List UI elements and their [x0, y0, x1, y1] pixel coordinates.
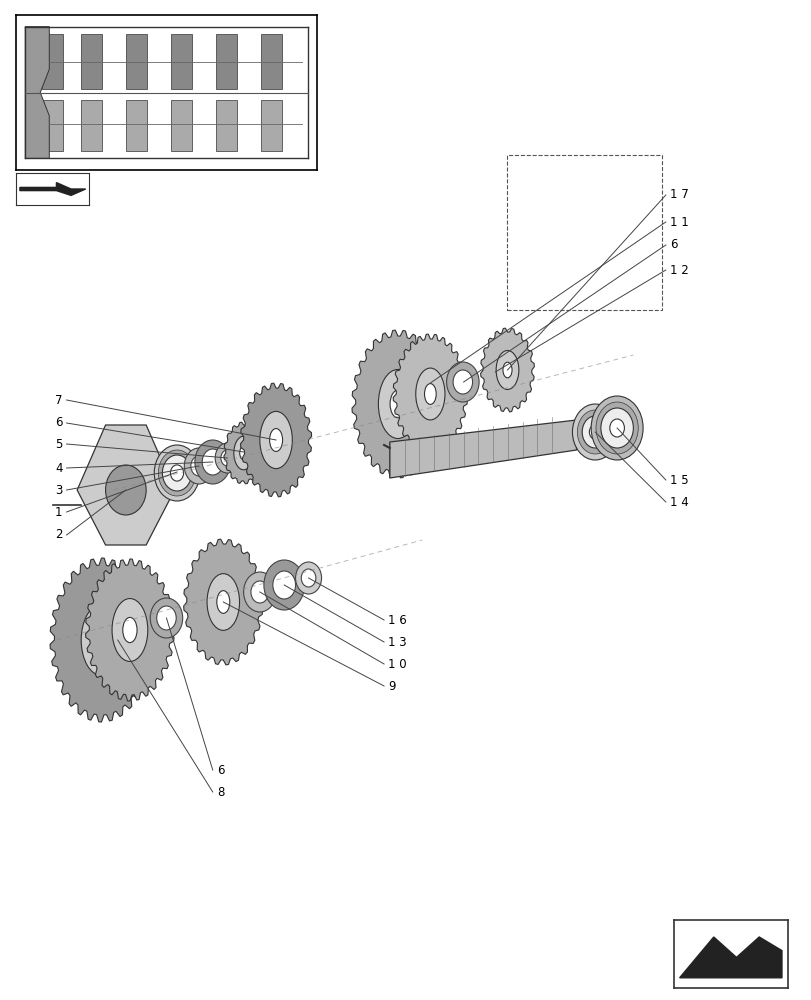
- Polygon shape: [240, 383, 311, 497]
- Bar: [41, 34, 62, 89]
- Circle shape: [157, 606, 176, 630]
- Text: 1 5: 1 5: [669, 474, 688, 487]
- Text: 2: 2: [55, 528, 62, 542]
- Polygon shape: [77, 425, 174, 545]
- Ellipse shape: [424, 384, 436, 404]
- Bar: [261, 100, 281, 151]
- Bar: [261, 34, 281, 89]
- Circle shape: [301, 569, 315, 587]
- Text: 3: 3: [55, 484, 62, 496]
- Text: 1 0: 1 0: [388, 658, 406, 670]
- Circle shape: [609, 419, 624, 437]
- Circle shape: [184, 448, 213, 484]
- Polygon shape: [50, 558, 152, 722]
- Circle shape: [243, 572, 276, 612]
- Ellipse shape: [234, 436, 253, 470]
- Circle shape: [595, 402, 637, 454]
- Text: 4: 4: [55, 462, 62, 475]
- Circle shape: [202, 449, 223, 475]
- Circle shape: [158, 450, 195, 496]
- Text: 8: 8: [217, 786, 224, 798]
- Circle shape: [264, 560, 304, 610]
- Bar: [126, 34, 147, 89]
- Circle shape: [154, 445, 200, 501]
- Polygon shape: [19, 183, 86, 195]
- Circle shape: [577, 410, 612, 454]
- Bar: [171, 100, 191, 151]
- Ellipse shape: [502, 362, 512, 378]
- Polygon shape: [480, 328, 534, 412]
- Bar: [507, 155, 661, 310]
- Bar: [216, 100, 237, 151]
- Ellipse shape: [207, 574, 239, 630]
- Ellipse shape: [239, 446, 247, 460]
- Text: 5: 5: [55, 438, 62, 450]
- Circle shape: [215, 443, 239, 473]
- Text: 1 2: 1 2: [669, 263, 688, 276]
- Text: 6: 6: [669, 238, 676, 251]
- Polygon shape: [352, 330, 443, 478]
- Circle shape: [446, 362, 478, 402]
- Ellipse shape: [217, 591, 230, 613]
- Text: 1 7: 1 7: [669, 188, 688, 202]
- Circle shape: [170, 465, 183, 481]
- Polygon shape: [389, 420, 576, 478]
- Circle shape: [581, 416, 607, 448]
- Circle shape: [191, 456, 207, 476]
- Text: 1 6: 1 6: [388, 613, 406, 626]
- Polygon shape: [393, 334, 467, 454]
- Circle shape: [600, 408, 633, 448]
- Text: 1 3: 1 3: [388, 636, 406, 648]
- Text: 9: 9: [388, 680, 395, 692]
- Ellipse shape: [81, 604, 122, 676]
- Circle shape: [572, 404, 617, 460]
- Bar: [81, 34, 101, 89]
- Polygon shape: [183, 539, 263, 665]
- Circle shape: [105, 465, 146, 515]
- Bar: [41, 100, 62, 151]
- Text: 1 4: 1 4: [669, 495, 688, 508]
- Text: 1 1: 1 1: [669, 216, 688, 229]
- Circle shape: [221, 450, 234, 466]
- Text: 6: 6: [55, 416, 62, 430]
- Circle shape: [453, 370, 472, 394]
- Text: 7: 7: [55, 393, 62, 406]
- Bar: [216, 34, 237, 89]
- Circle shape: [272, 571, 295, 599]
- Ellipse shape: [93, 626, 109, 654]
- Circle shape: [150, 598, 182, 638]
- Bar: [126, 100, 147, 151]
- Ellipse shape: [269, 429, 282, 451]
- Ellipse shape: [112, 599, 148, 661]
- Ellipse shape: [415, 368, 444, 420]
- Ellipse shape: [389, 390, 406, 418]
- Polygon shape: [85, 559, 174, 701]
- Ellipse shape: [378, 369, 417, 439]
- Ellipse shape: [260, 411, 292, 469]
- Circle shape: [590, 396, 642, 460]
- Polygon shape: [224, 422, 263, 484]
- Circle shape: [195, 440, 230, 484]
- Bar: [81, 100, 101, 151]
- Polygon shape: [679, 937, 781, 978]
- Circle shape: [295, 562, 321, 594]
- Ellipse shape: [496, 350, 518, 390]
- Ellipse shape: [122, 617, 137, 643]
- Circle shape: [162, 455, 191, 491]
- Text: 1: 1: [55, 506, 62, 518]
- Circle shape: [251, 581, 268, 603]
- Text: 6: 6: [217, 764, 224, 776]
- Polygon shape: [25, 27, 49, 158]
- Bar: [171, 34, 191, 89]
- Circle shape: [589, 425, 600, 439]
